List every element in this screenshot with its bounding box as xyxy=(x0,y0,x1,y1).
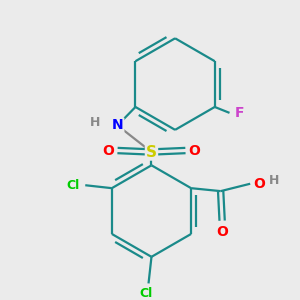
Text: Cl: Cl xyxy=(67,179,80,192)
Text: O: O xyxy=(216,226,228,239)
Text: N: N xyxy=(112,118,123,132)
Text: Cl: Cl xyxy=(139,287,152,300)
Text: O: O xyxy=(188,143,200,158)
Text: S: S xyxy=(146,145,157,160)
Text: H: H xyxy=(269,174,280,187)
Text: H: H xyxy=(90,116,100,129)
Text: F: F xyxy=(235,106,244,120)
Text: O: O xyxy=(253,177,265,191)
Text: O: O xyxy=(103,143,115,158)
